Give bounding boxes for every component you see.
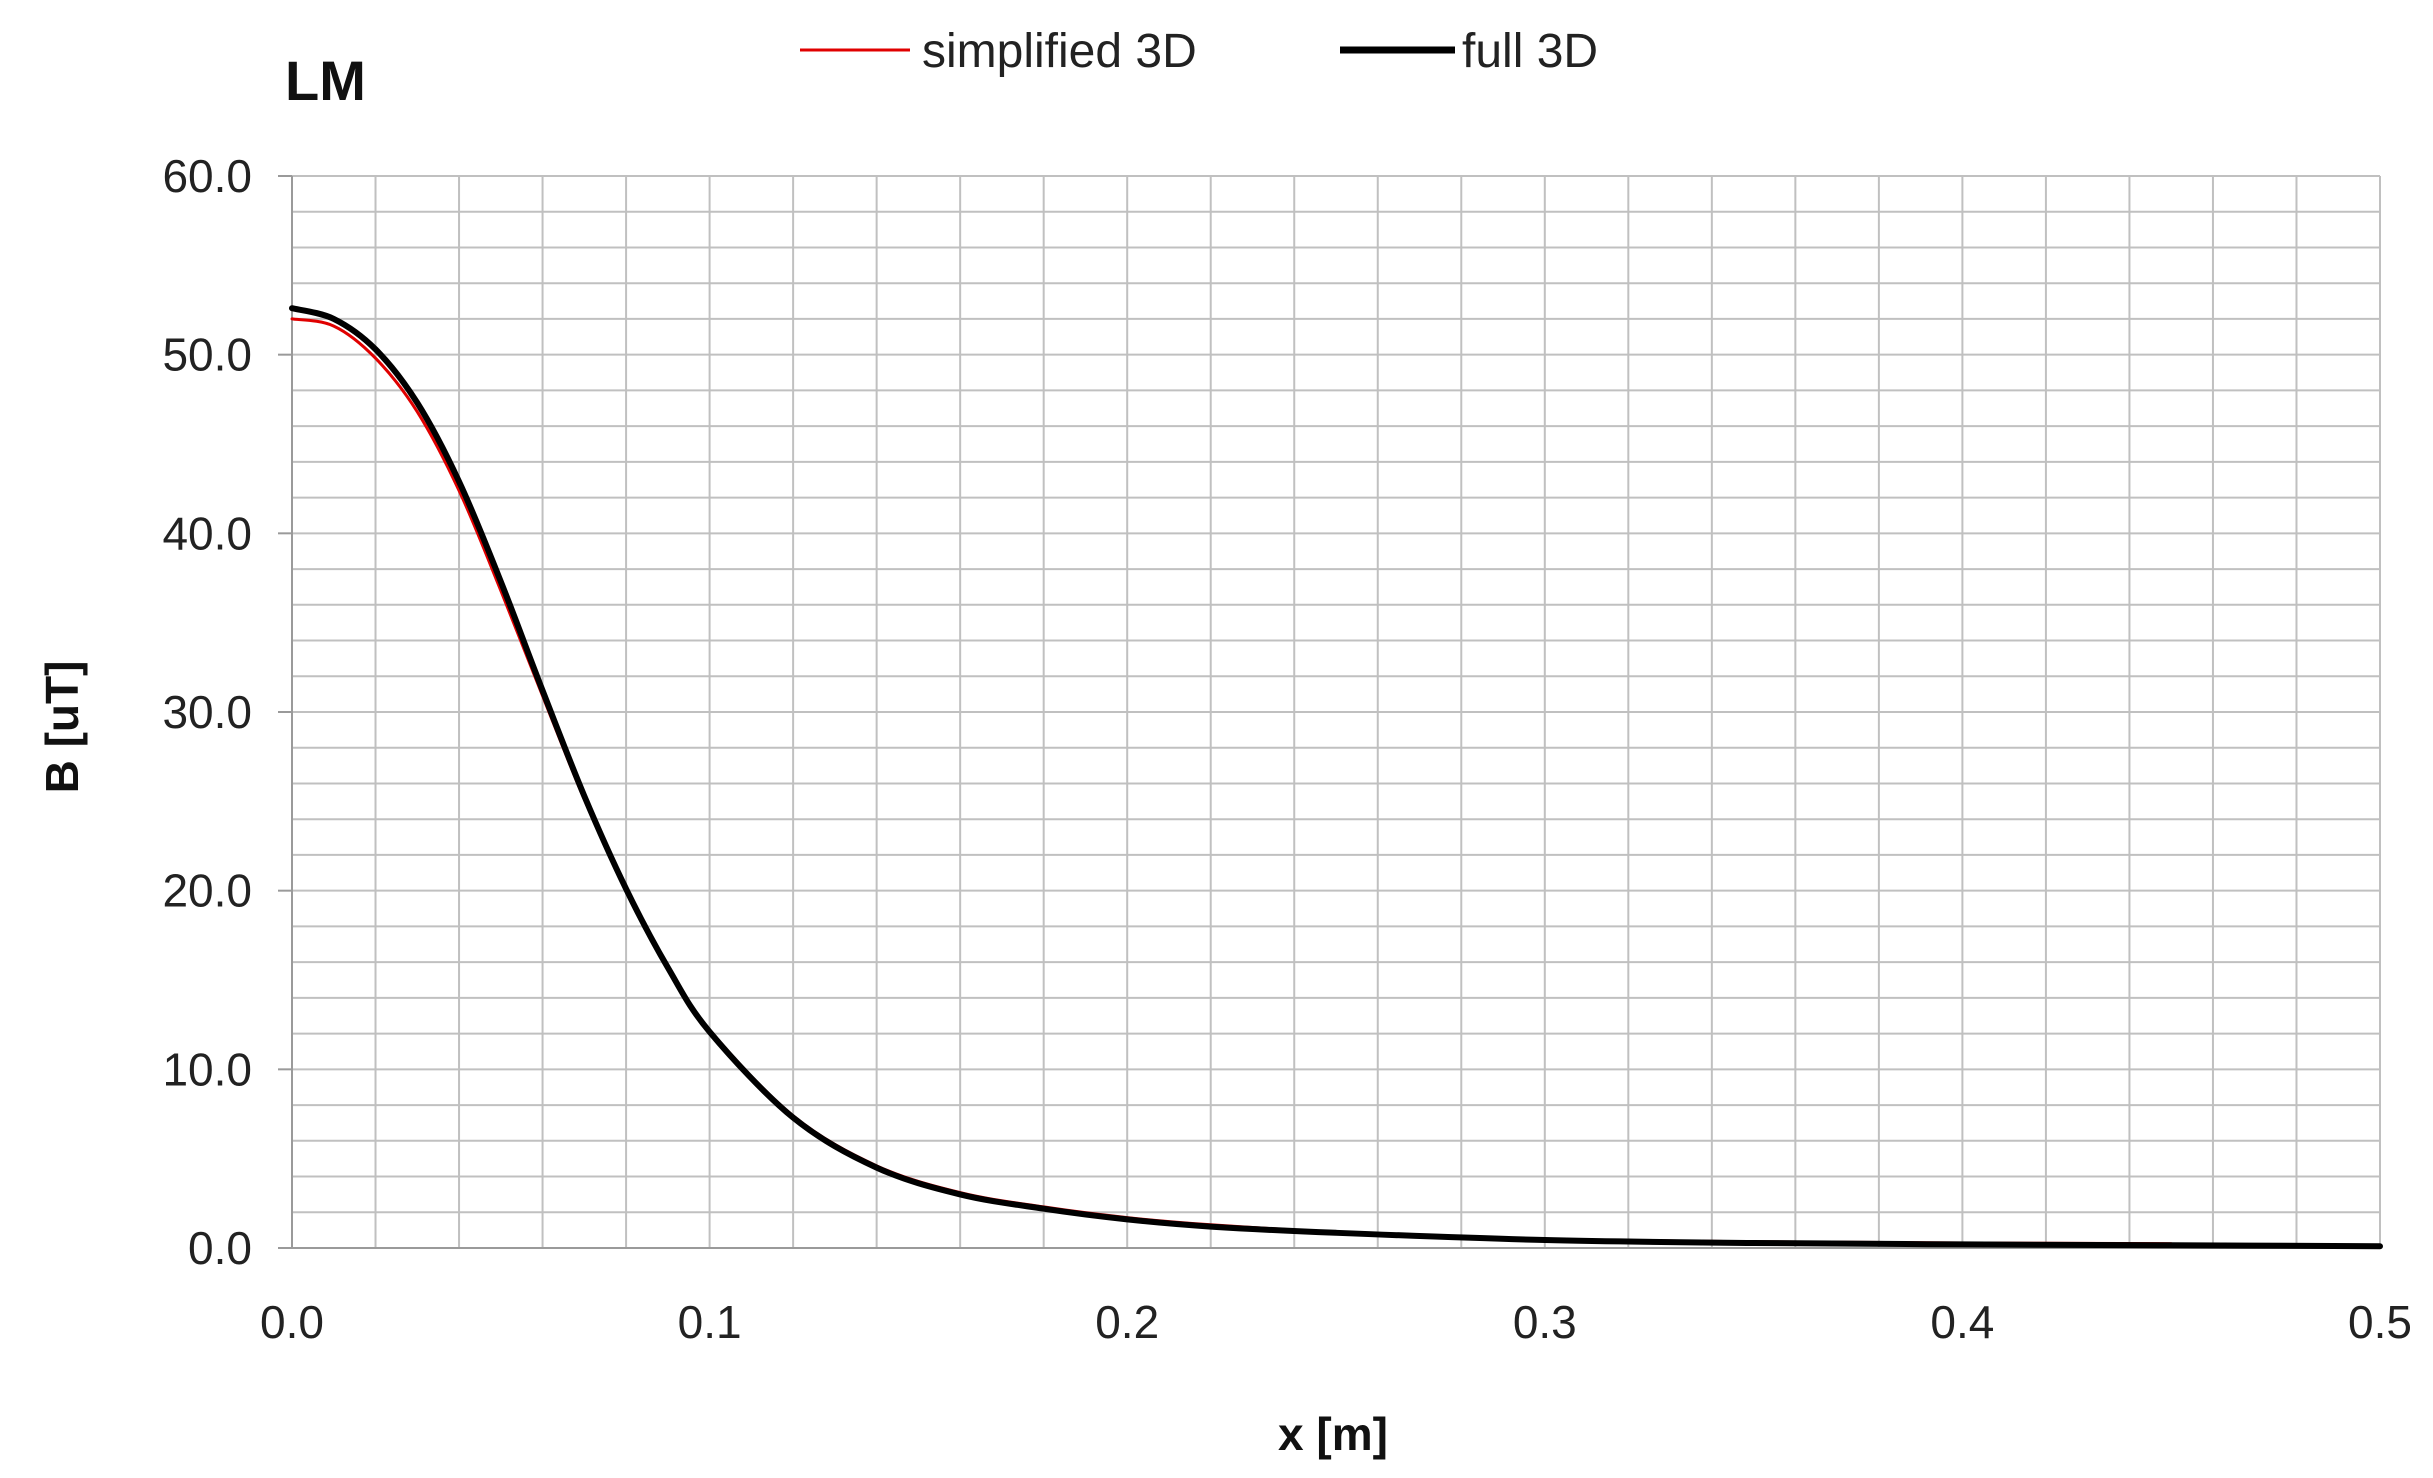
y-tick-label: 0.0 — [188, 1222, 252, 1274]
y-tick-label: 60.0 — [162, 150, 252, 202]
x-axis-title: x [m] — [1278, 1408, 1388, 1460]
x-tick-label: 0.1 — [678, 1296, 742, 1348]
x-tick-label: 0.5 — [2348, 1296, 2412, 1348]
series-lines — [289, 305, 2383, 1250]
legend-label-full-3d: full 3D — [1462, 25, 1598, 78]
y-axis-title: B [uT] — [36, 661, 88, 794]
series-line-full-3d — [289, 305, 2383, 1250]
axes — [278, 175, 2380, 1249]
legend-label-simplified-3d: simplified 3D — [922, 25, 1197, 78]
x-tick-label: 0.2 — [1095, 1296, 1159, 1348]
gridlines — [291, 175, 2381, 1249]
x-tick-label: 0.3 — [1513, 1296, 1577, 1348]
y-tick-label: 30.0 — [162, 686, 252, 738]
y-tick-label: 50.0 — [162, 329, 252, 381]
y-tick-label: 10.0 — [162, 1043, 252, 1095]
chart-title: LM — [285, 49, 366, 112]
y-tick-label: 20.0 — [162, 865, 252, 917]
y-tick-label: 40.0 — [162, 507, 252, 559]
x-tick-label: 0.4 — [1930, 1296, 1994, 1348]
legend: simplified 3D full 3D — [800, 25, 1598, 78]
x-tick-label: 0.0 — [260, 1296, 324, 1348]
tick-labels: 0.0 0.1 0.2 0.3 0.4 0.5 0.0 10.0 20.0 30.0 40.0 50.… — [162, 150, 2412, 1348]
